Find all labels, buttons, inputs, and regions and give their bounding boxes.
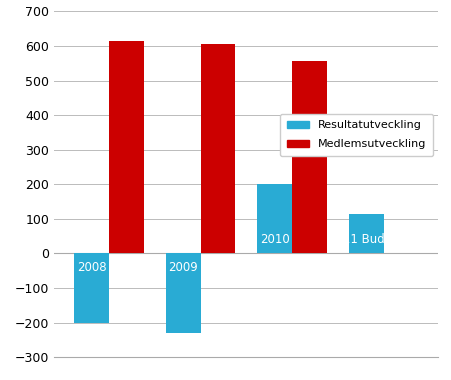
Text: 2010: 2010 — [259, 233, 289, 246]
Bar — [291, 60, 326, 253]
Bar — [166, 253, 200, 333]
Text: 2009: 2009 — [168, 261, 198, 274]
Bar — [200, 44, 235, 253]
Bar — [109, 41, 143, 253]
Bar — [348, 214, 383, 253]
Bar — [74, 253, 109, 323]
Bar — [257, 184, 291, 253]
Legend: Resultatutveckling, Medlemsutveckling: Resultatutveckling, Medlemsutveckling — [280, 114, 432, 156]
Text: 2011 Budget: 2011 Budget — [327, 233, 403, 246]
Text: 2008: 2008 — [77, 261, 106, 274]
